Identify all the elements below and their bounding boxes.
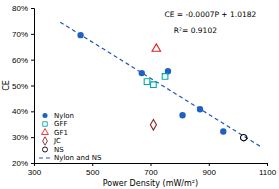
y-tick: 80% <box>12 4 34 13</box>
y-tick-label: 80% <box>12 4 28 13</box>
x-axis-title: Power Density (mW/m²) <box>103 179 198 188</box>
plot: 300 500 700 900 1100 20% 30% 40% 50% 60% 70% 80% CE … <box>12 4 277 177</box>
point <box>220 128 226 134</box>
legend-label: Nylon <box>54 112 74 120</box>
x-tick-label: 500 <box>86 168 100 177</box>
point <box>241 134 247 140</box>
point <box>139 70 145 76</box>
legend-label: Nylon and NS <box>54 154 102 162</box>
legend-swatch <box>42 147 47 152</box>
x-tick-mark <box>151 163 152 166</box>
y-tick-mark <box>31 60 34 61</box>
x-tick-mark <box>209 163 210 166</box>
y-tick-mark <box>31 86 34 87</box>
y-tick-mark <box>31 137 34 138</box>
point <box>150 120 156 131</box>
point <box>152 44 161 51</box>
legend-label: NS <box>54 146 64 154</box>
x-tick: 700 <box>144 163 158 177</box>
y-tick-label: 70% <box>12 30 28 39</box>
legend-swatch <box>42 129 49 135</box>
x-tick-mark <box>267 163 268 166</box>
y-axis-line <box>31 9 35 164</box>
x-tick-mark <box>92 163 93 166</box>
y-tick-mark <box>31 111 34 112</box>
x-tick: 500 <box>86 163 100 177</box>
x-axis: 300 500 700 900 1100 <box>28 163 277 177</box>
legend-item: JC <box>43 137 61 146</box>
x-tick-label: 300 <box>28 168 42 177</box>
point <box>179 112 185 118</box>
legend-item: Nylon <box>42 112 74 120</box>
x-tick: 900 <box>203 163 217 177</box>
point <box>197 106 203 112</box>
x-tick-label: 1100 <box>259 168 277 177</box>
legend-swatch <box>43 137 48 145</box>
y-tick: 70% <box>12 30 34 39</box>
point <box>144 79 150 85</box>
y-tick: 40% <box>12 107 34 116</box>
legend-item: GF1 <box>42 129 68 137</box>
point <box>162 74 168 80</box>
marks <box>60 22 261 147</box>
legend-label: GFF <box>54 120 67 128</box>
legend-item: GFF <box>43 120 68 128</box>
x-axis-line <box>35 164 268 167</box>
legend: NylonGFFGF1JCNSNylon and NS <box>39 112 102 163</box>
x-tick: 1100 <box>259 163 277 177</box>
y-tick-mark <box>31 163 34 164</box>
y-tick-label: 30% <box>12 133 28 142</box>
y-tick-label: 50% <box>12 82 28 91</box>
x-tick-label: 900 <box>203 168 217 177</box>
regression-line <box>60 22 261 147</box>
y-tick: 30% <box>12 133 34 142</box>
y-tick-label: 20% <box>12 159 28 168</box>
legend-swatch <box>42 113 47 118</box>
legend-item: Nylon and NS <box>39 154 102 162</box>
y-tick: 60% <box>12 56 34 65</box>
y-tick-mark <box>31 8 34 9</box>
y-tick: 20% <box>12 159 34 168</box>
annotation: R²= 0.9102 <box>174 26 217 35</box>
y-tick-label: 40% <box>12 107 28 116</box>
annotation: CE = -0.0007P + 1.0182 <box>164 10 256 19</box>
legend-swatch <box>43 122 47 126</box>
point <box>151 82 157 88</box>
x-tick: 300 <box>28 163 42 177</box>
legend-label: GF1 <box>54 129 68 137</box>
y-axis: 20% 30% 40% 50% 60% 70% 80% <box>12 4 35 168</box>
y-axis-title: CE <box>2 80 11 91</box>
x-tick-label: 700 <box>144 168 158 177</box>
legend-swatch <box>39 157 51 158</box>
y-tick-label: 60% <box>12 56 28 65</box>
chart: 300 500 700 900 1100 20% 30% 40% 50% 60% 70% 80% CE … <box>0 0 279 189</box>
y-tick: 50% <box>12 82 34 91</box>
legend-label: JC <box>53 137 61 145</box>
y-tick-mark <box>31 34 34 35</box>
legend-item: NS <box>42 146 64 154</box>
point <box>77 32 83 38</box>
